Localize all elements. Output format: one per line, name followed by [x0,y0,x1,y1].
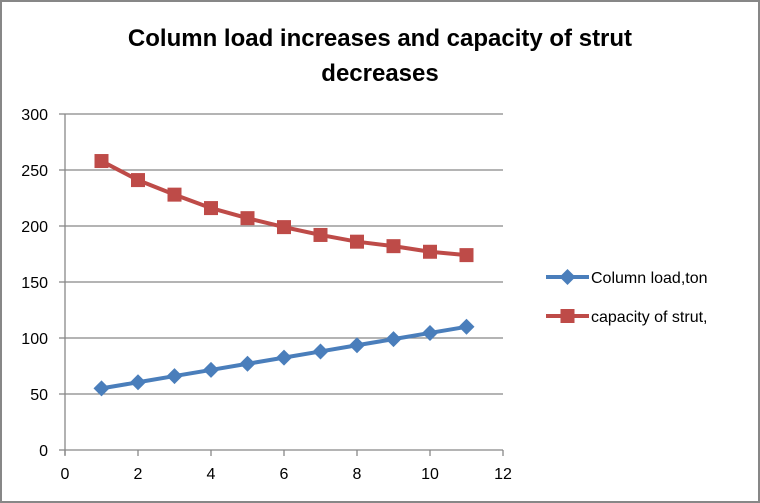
data-point [130,374,146,391]
legend-item: Column load,ton [546,269,708,287]
series-group [93,154,475,397]
x-tick-label: 10 [421,466,439,483]
data-point [203,361,219,378]
legend-label: capacity of strut, [591,309,708,326]
y-tick-label: 250 [21,163,48,180]
x-tick-label: 2 [134,466,143,483]
data-point [386,239,401,254]
x-tick-label: 12 [494,466,512,483]
y-tick-label: 100 [21,331,48,348]
data-point [312,343,329,360]
y-tick-label: 200 [21,219,48,236]
data-point [204,201,218,216]
x-tick-label: 6 [280,466,289,483]
axes [64,114,503,455]
y-tick-label: 300 [21,107,48,124]
series-1 [94,154,474,263]
data-point [166,368,183,385]
x-tick-label: 8 [353,466,362,483]
data-point [93,380,110,397]
data-point [167,187,182,202]
data-point [239,355,256,372]
data-point [94,154,109,169]
data-point [240,211,255,226]
x-tick-label: 0 [61,466,70,483]
data-point [458,318,475,335]
y-tick-label: 50 [30,387,48,404]
data-point [276,349,292,366]
y-tick-label: 150 [21,275,48,292]
legend-label: Column load,ton [591,270,708,287]
legend-item: capacity of strut, [546,309,708,326]
chart-title-line-2: decreases [321,60,438,87]
chart-title-line-1: Column load increases and capacity of st… [128,25,632,52]
data-point [385,331,402,348]
y-tick-label: 0 [39,443,48,460]
legend-marker [559,269,576,285]
data-point [349,337,365,354]
x-axis-ticks: 0 2 4 6 8 10 12 [61,450,512,483]
data-point [459,248,474,263]
data-point [423,244,437,259]
series-line [100,159,467,258]
chart-title: Column load increases and capacity of st… [128,25,632,87]
data-point [131,173,145,188]
y-axis-ticks: 0 50 100 150 200 250 300 [21,107,65,460]
x-tick-label: 4 [207,466,216,483]
data-point [277,220,291,235]
legend-marker [560,309,575,323]
data-point [422,324,438,341]
legend: Column load,ton capacity of strut, [546,269,708,326]
series-0 [93,318,475,397]
data-point [313,227,328,242]
data-point [350,234,364,249]
